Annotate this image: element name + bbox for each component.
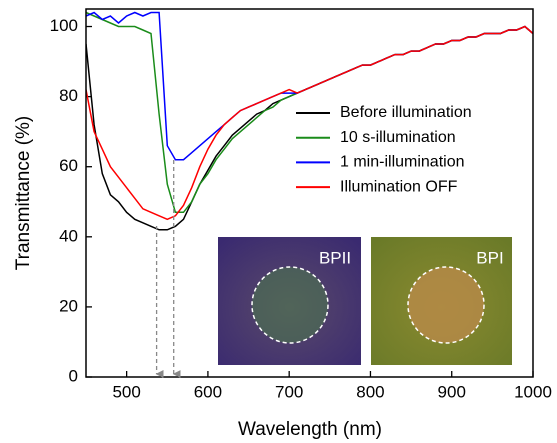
x-tick-label: 800: [356, 382, 384, 401]
y-tick-label: 100: [50, 16, 78, 35]
x-tick-label: 500: [112, 382, 140, 401]
x-tick-label: 1000: [514, 382, 552, 401]
plot-area: [86, 11, 533, 231]
legend-text: Illumination OFF: [340, 178, 458, 195]
y-tick-label: 0: [69, 366, 78, 385]
inset-image: BPI: [371, 237, 512, 365]
y-tick-label: 40: [59, 226, 78, 245]
x-tick-label: 600: [194, 382, 222, 401]
inset-label: BPI: [476, 248, 503, 267]
inset-image: BPII: [218, 237, 361, 365]
legend-text: Before illumination: [340, 104, 472, 121]
legend-text: 1 min-illumination: [340, 154, 465, 171]
plot-frame: [85, 8, 534, 378]
series-line: [86, 25, 533, 221]
x-tick-label: 900: [438, 382, 466, 401]
legend: Before illumination 10 s-illumination 1 mi…: [296, 104, 472, 195]
legend-text: 10 s-illumination: [340, 129, 456, 146]
x-axis-title: Wavelength (nm): [238, 419, 382, 440]
y-tick-label: 60: [59, 156, 78, 175]
y-tick-label: 80: [59, 86, 78, 105]
y-tick-label: 20: [59, 296, 78, 315]
inset-label: BPII: [319, 248, 351, 267]
x-tick-label: 700: [275, 382, 303, 401]
ticks: 500 600 700 800 900 1000 0 20 40 60 80 100: [50, 16, 552, 401]
y-axis-title: Transmittance (%): [13, 116, 34, 271]
